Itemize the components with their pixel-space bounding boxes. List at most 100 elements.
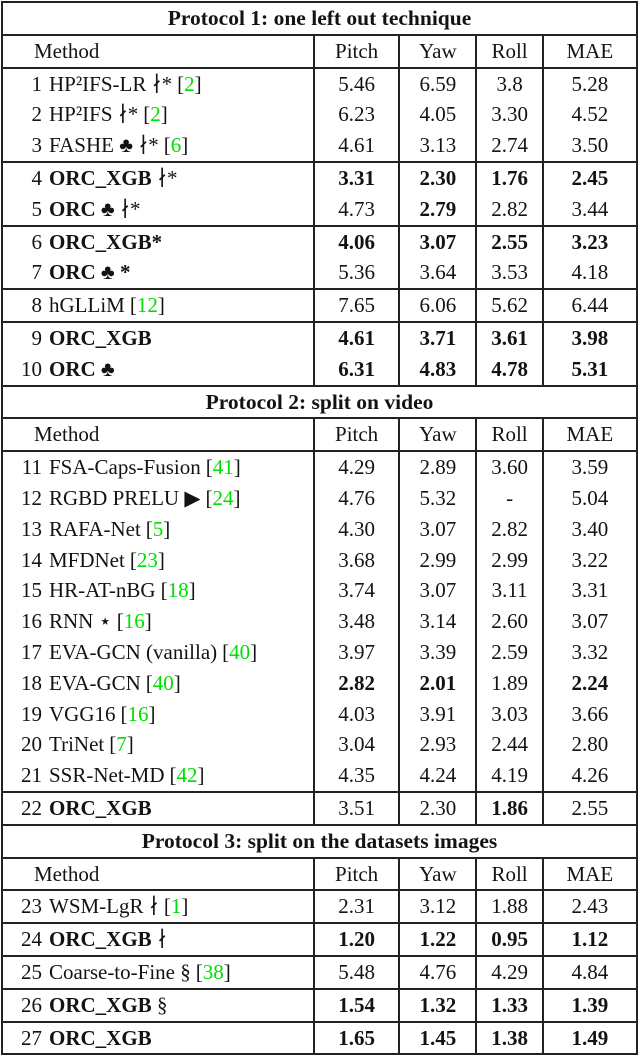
method-cell: 18 EVA-GCN [40]	[2, 668, 314, 699]
method-cell: 27 ORC_XGB	[2, 1020, 314, 1055]
value-cell: 3.11	[475, 575, 543, 607]
method-name: ORC_XGB	[49, 927, 152, 952]
method-symbol: ∤*	[151, 165, 178, 190]
method-cell: 26 ORC_XGB §	[2, 987, 314, 1022]
method-name: RAFA-Net	[49, 516, 141, 541]
value-cell: 3.32	[541, 636, 637, 668]
column-header-yaw: Yaw	[398, 857, 477, 892]
row-number: 8	[31, 293, 43, 318]
value-cell: 2.82	[312, 667, 400, 699]
table-row: 17 EVA-GCN (vanilla) [40] 3.97 3.39 2.59 3.32	[2, 636, 637, 668]
citation: [38]	[195, 959, 231, 984]
method-cell: 17 EVA-GCN (vanilla) [40]	[2, 637, 314, 668]
value-cell: 3.61	[475, 320, 543, 354]
citation-link[interactable]: 7	[116, 732, 127, 757]
citation-link[interactable]: 23	[136, 547, 158, 572]
citation-link[interactable]: 2	[184, 71, 195, 96]
method-symbol: ∤*	[114, 196, 141, 221]
table-row: 19 VGG16 [16] 4.03 3.91 3.03 3.66	[2, 698, 637, 730]
column-header-roll: Roll	[475, 34, 543, 69]
method-name: ORC ♣	[49, 196, 115, 221]
value-cell: 3.53	[475, 257, 543, 290]
table-row: 2 HP²IFS ∤* [2] 6.23 4.05 3.30 4.52	[2, 99, 637, 131]
row-number: 14	[21, 547, 42, 572]
citation-link[interactable]: 40	[152, 670, 174, 695]
row-number: 1	[31, 71, 43, 96]
value-cell: 3.40	[541, 513, 637, 545]
table-row: 24 ORC_XGB ∤ 1.20 1.22 0.95 1.12	[2, 922, 637, 956]
method-cell: 7 ORC ♣ *	[2, 257, 314, 289]
table-row: 12 RGBD PRELU ▶ [24] 4.76 5.32-5.04	[2, 482, 637, 514]
value-cell: 2.24	[541, 667, 637, 699]
citation: [40]	[145, 670, 181, 695]
citation-link[interactable]: 40	[229, 639, 251, 664]
citation-link[interactable]: 41	[212, 455, 234, 480]
value-cell: 3.07	[541, 606, 637, 637]
method-cell: 14 MFDNet [23]	[2, 545, 314, 576]
citation-link[interactable]: 16	[123, 609, 145, 634]
method-cell: 10 ORC ♣	[2, 354, 314, 386]
row-number: 20	[21, 732, 42, 757]
value-cell: 4.30	[312, 513, 400, 545]
method-cell: 5 ORC ♣ ∤*	[2, 194, 314, 226]
value-cell: 5.46	[312, 66, 400, 100]
citation-link[interactable]: 1	[170, 894, 182, 919]
value-cell: 1.89	[475, 667, 543, 699]
column-header-pitch: Pitch	[312, 34, 400, 69]
method-name: EVA-GCN	[49, 670, 141, 695]
citation-link[interactable]: 24	[212, 485, 234, 510]
value-cell: 3.98	[541, 320, 637, 354]
value-cell: 2.30	[398, 790, 477, 825]
citation-link[interactable]: 16	[127, 701, 149, 726]
table-row: 14 MFDNet [23] 3.68 2.99 2.99 3.22	[2, 544, 637, 576]
value-cell: 4.03	[312, 698, 400, 730]
value-cell: 3.91	[398, 698, 477, 730]
value-cell: 2.99	[475, 544, 543, 576]
value-cell: 2.74	[475, 130, 543, 162]
value-cell: 4.73	[312, 193, 400, 226]
table-row: 27 ORC_XGB 1.65 1.45 1.38 1.49	[2, 1020, 637, 1055]
row-number: 21	[21, 763, 42, 788]
row-number: 11	[21, 455, 42, 480]
method-name: VGG16	[49, 701, 116, 726]
value-cell: 3.07	[398, 575, 477, 607]
value-cell: 5.31	[541, 353, 637, 386]
protocol-title: Protocol 3: split on the datasets images	[2, 823, 637, 859]
citation-link[interactable]: 12	[136, 293, 158, 318]
value-cell: 2.60	[475, 606, 543, 637]
citation-link[interactable]: 18	[167, 578, 189, 603]
value-cell: 6.06	[398, 288, 477, 322]
citation-link[interactable]: 6	[170, 133, 182, 158]
value-cell: 3.14	[398, 606, 477, 637]
method-name: ORC_XGB	[49, 325, 152, 350]
value-cell: 6.23	[312, 99, 400, 131]
method-name: ORC_XGB	[49, 795, 152, 820]
value-cell: 4.29	[475, 954, 543, 989]
citation-link[interactable]: 2	[150, 102, 161, 127]
citation-link[interactable]: 42	[176, 763, 198, 788]
value-cell: -	[475, 482, 543, 514]
row-number: 27	[21, 1025, 42, 1050]
column-header-mae: MAE	[541, 34, 637, 69]
column-header-pitch: Pitch	[312, 418, 400, 453]
table-row: 4 ORC_XGB ∤* 3.31 2.30 1.76 2.45	[2, 160, 637, 194]
method-cell: 16 RNN ⋆ [16]	[2, 606, 314, 637]
value-cell: 4.29	[312, 450, 400, 483]
method-name: RGBD PRELU ▶	[49, 485, 201, 510]
citation: [42]	[169, 763, 205, 788]
value-cell: 6.31	[312, 353, 400, 386]
table-row: 9 ORC_XGB 4.61 3.71 3.61 3.98	[2, 320, 637, 354]
citation-link[interactable]: 5	[152, 516, 164, 541]
method-cell: 23 WSM-LgR ∤ [1]	[2, 889, 314, 924]
citation-link[interactable]: 38	[202, 959, 224, 984]
column-header-row: Method Pitch Yaw Roll MAE	[2, 857, 637, 892]
table-row: 20 TriNet [7] 3.04 2.93 2.44 2.80	[2, 729, 637, 761]
value-cell: 2.82	[475, 513, 543, 545]
citation: [7]	[109, 732, 134, 757]
method-cell: 13 RAFA-Net [5]	[2, 514, 314, 545]
value-cell: 3.48	[312, 606, 400, 637]
value-cell: 4.26	[541, 760, 637, 792]
table-row: 13 RAFA-Net [5] 4.30 3.07 2.82 3.40	[2, 513, 637, 545]
